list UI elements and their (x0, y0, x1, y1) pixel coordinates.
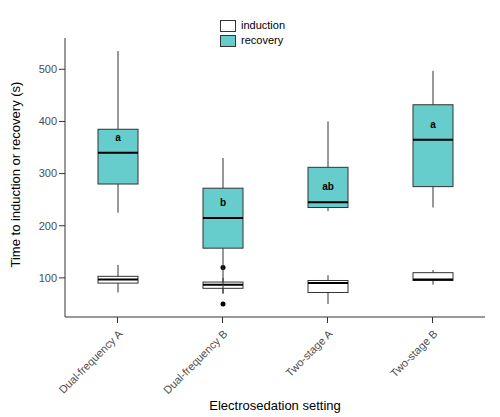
svg-text:Dual-frequency A: Dual-frequency A (56, 327, 125, 396)
html-text:induction: induction (241, 19, 285, 31)
svg-text:Two-stage A: Two-stage A (283, 327, 335, 379)
svg-text:Time to induction or recovery: Time to induction or recovery (s) (8, 82, 23, 268)
svg-text:b: b (220, 197, 226, 208)
svg-text:500: 500 (39, 63, 57, 75)
svg-text:Two-stage B: Two-stage B (388, 328, 440, 380)
svg-text:ab: ab (322, 181, 334, 192)
svg-text:Electrosedation setting: Electrosedation setting (209, 398, 341, 413)
svg-text:300: 300 (39, 167, 57, 179)
svg-text:100: 100 (39, 272, 57, 284)
svg-text:Dual-frequency B: Dual-frequency B (161, 328, 230, 397)
svg-text:200: 200 (39, 220, 57, 232)
html-text:recovery: recovery (241, 34, 284, 46)
svg-text:400: 400 (39, 115, 57, 127)
svg-text:a: a (430, 119, 436, 130)
svg-text:a: a (115, 132, 121, 143)
